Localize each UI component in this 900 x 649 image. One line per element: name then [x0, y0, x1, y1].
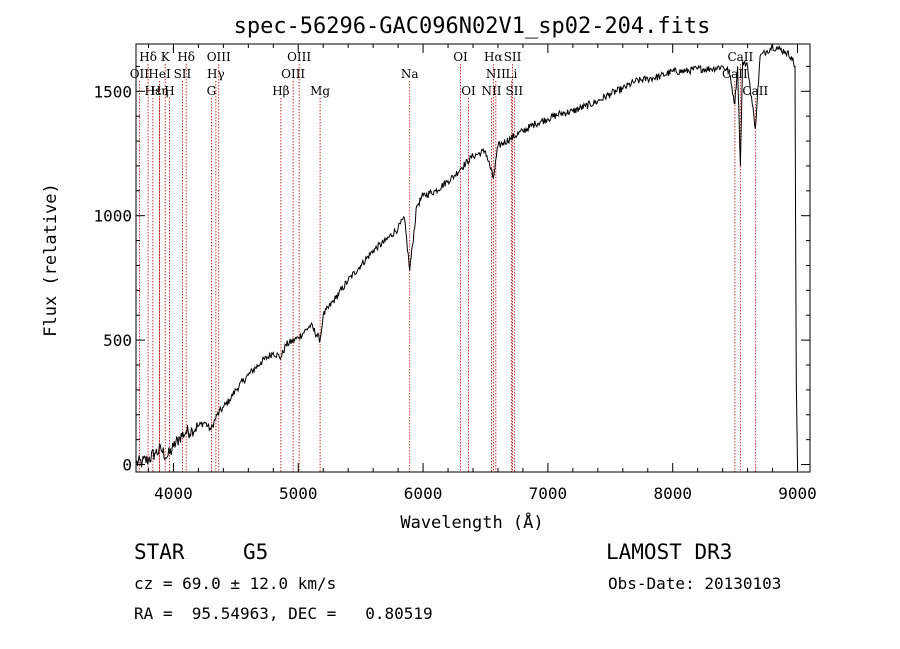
- line-label-4861: Hβ: [272, 84, 289, 98]
- x-axis-ticks: 4000 5000 6000 7000 8000 9000: [147, 44, 817, 503]
- line-label-3797: Hδ: [139, 50, 157, 64]
- y-axis-label: Flux (relative): [41, 183, 61, 337]
- line-label-5007: OIII: [287, 50, 311, 64]
- line-label-4072: SII: [174, 67, 192, 81]
- line-label-3889: HeI: [148, 67, 171, 81]
- line-label-6717: SII: [504, 50, 522, 64]
- line-label-6364: OI: [461, 84, 476, 98]
- line-label-6300: OI: [453, 50, 468, 64]
- y-tick-label-1500: 1500: [93, 82, 132, 101]
- line-label-3727: OII: [130, 67, 150, 81]
- line-label-4959: OIII: [281, 67, 305, 81]
- plot-frame: [135, 43, 811, 473]
- line-label-6708: Li: [506, 67, 518, 81]
- redshift-cz: cz = 69.0 ± 12.0 km/s: [134, 574, 337, 593]
- line-label-3934: K: [161, 50, 171, 64]
- line-label-6548: NII: [481, 84, 501, 98]
- x-tick-label-9000: 9000: [778, 484, 817, 503]
- x-axis-label: Wavelength (Å): [400, 511, 543, 533]
- line-label-4102: Hδ: [177, 50, 195, 64]
- line-label-4340: Hγ: [207, 67, 225, 81]
- line-label-5175: Mg: [310, 84, 330, 98]
- line-label-6563: Hα: [484, 50, 503, 64]
- line-label-6583: NII: [486, 67, 506, 81]
- line-label-3889: Hη: [151, 84, 169, 98]
- y-axis-ticks: 0 500 1000 1500: [93, 65, 810, 475]
- spectral-line-markers: [138, 64, 756, 472]
- y-tick-label-500: 500: [103, 331, 132, 350]
- object-subclass: G5: [243, 540, 269, 564]
- line-label-3835: Hε: [145, 84, 162, 98]
- x-tick-label-7000: 7000: [529, 484, 568, 503]
- line-label-8662: CaII: [742, 84, 768, 98]
- observation-date: Obs-Date: 20130103: [608, 574, 782, 593]
- y-tick-label-0: 0: [122, 456, 132, 475]
- spectrum-line: [135, 44, 798, 468]
- x-tick-label-6000: 6000: [404, 484, 443, 503]
- survey-name: LAMOST DR3: [606, 540, 733, 564]
- line-label-3968: H: [164, 84, 174, 98]
- x-tick-label-5000: 5000: [279, 484, 318, 503]
- ra-dec: RA = 95.54963, DEC = 0.80519: [134, 604, 433, 623]
- x-tick-label-4000: 4000: [154, 484, 193, 503]
- y-tick-label-1000: 1000: [93, 207, 132, 226]
- line-label-4363: OIII: [207, 50, 231, 64]
- line-label-8542: CaII: [727, 50, 753, 64]
- line-label-5893: Na: [401, 67, 419, 81]
- chart-title: spec-56296-GAC096N02V1_sp02-204.fits: [234, 14, 711, 39]
- object-class: STAR: [134, 540, 185, 564]
- line-label-8498: CaII: [722, 67, 748, 81]
- line-label-6731: SII: [505, 84, 523, 98]
- x-tick-label-8000: 8000: [653, 484, 692, 503]
- line-label-4304: G: [207, 84, 217, 98]
